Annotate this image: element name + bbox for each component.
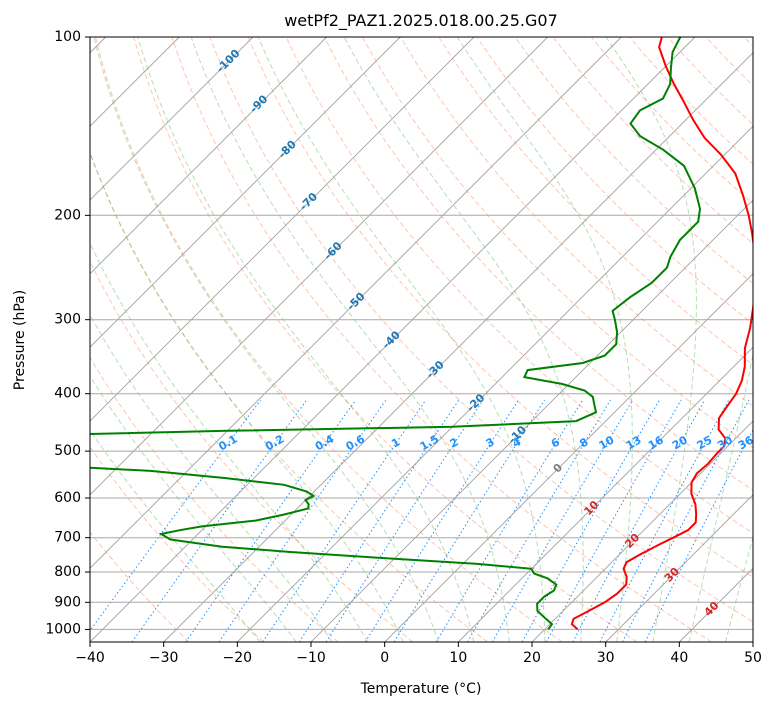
mixing-ratio-line bbox=[393, 399, 546, 642]
isotherm-line bbox=[90, 37, 549, 496]
moist-adiabat-line bbox=[90, 151, 404, 642]
y-tick-label: 600 bbox=[54, 490, 81, 506]
x-tick-label: 40 bbox=[670, 650, 688, 666]
moist-adiabat-line bbox=[257, 37, 546, 642]
dry-adiabat-line bbox=[133, 37, 638, 642]
moist-adiabat-line bbox=[90, 313, 333, 642]
moist-adiabat-line bbox=[688, 352, 753, 642]
y-tick-label: 400 bbox=[54, 386, 81, 402]
isotherm-line bbox=[531, 420, 753, 642]
isotherm-line bbox=[90, 37, 401, 348]
x-tick-label: 20 bbox=[523, 650, 541, 666]
mixing-ratio-line bbox=[435, 399, 584, 642]
isotherm-line bbox=[236, 125, 753, 642]
isotherm-line bbox=[90, 37, 475, 422]
dry-adiabat-line bbox=[323, 37, 753, 491]
mixing-ratio-line bbox=[621, 399, 750, 642]
dry-adiabat-line bbox=[90, 151, 488, 642]
mixing-ratio-line bbox=[218, 399, 387, 642]
dry-adiabat-line bbox=[476, 37, 753, 325]
x-tick-label: 0 bbox=[380, 650, 389, 666]
mixing-ratio-line bbox=[298, 399, 460, 642]
moist-adiabat-line bbox=[725, 535, 753, 642]
plot-frame bbox=[89, 36, 754, 643]
dry-adiabat-line bbox=[95, 37, 563, 642]
dry-adiabat-line bbox=[438, 37, 753, 366]
x-tick-label: 10 bbox=[449, 650, 467, 666]
mixing-ratio-line bbox=[491, 399, 634, 642]
dry-adiabat-line bbox=[552, 37, 753, 245]
isotherm-line bbox=[90, 37, 622, 569]
dry-adiabat-line bbox=[285, 37, 753, 534]
dry-adiabat-line bbox=[90, 260, 414, 642]
moist-adiabat-line bbox=[190, 37, 510, 642]
chart-title: wetPf2_PAZ1.2025.018.00.25.G07 bbox=[284, 11, 558, 31]
x-tick-label: 30 bbox=[597, 650, 615, 666]
y-tick-label: 900 bbox=[54, 594, 81, 610]
x-axis-label: Temperature (°C) bbox=[360, 681, 482, 697]
y-tick-label: 700 bbox=[54, 530, 81, 546]
x-tick-label: −20 bbox=[223, 650, 253, 666]
grid-lines bbox=[90, 37, 753, 642]
x-tick-label: −40 bbox=[75, 650, 105, 666]
dry-adiabat-line bbox=[90, 531, 190, 642]
x-tick-label: −10 bbox=[296, 650, 326, 666]
y-tick-label: 800 bbox=[54, 564, 81, 580]
mixing-ratio-line bbox=[325, 399, 484, 642]
mixing-ratio-line bbox=[599, 399, 730, 642]
dewpoint-trace bbox=[90, 37, 702, 630]
x-tick-label: 50 bbox=[744, 650, 762, 666]
dry-adiabat-line bbox=[247, 37, 753, 578]
mixing-ratio-line bbox=[572, 399, 706, 642]
dry-adiabat-line bbox=[209, 37, 753, 623]
y-tick-label: 1000 bbox=[45, 621, 81, 637]
mixing-ratio-line bbox=[262, 399, 427, 642]
background-lines bbox=[90, 37, 753, 642]
moist-adiabat-line bbox=[93, 37, 439, 642]
temperature-trace bbox=[570, 37, 753, 631]
isotherm-line bbox=[163, 52, 753, 642]
moist-adiabat-line bbox=[605, 37, 697, 642]
axis-ticks: −40 −30 −20 −10 0 10 20 30 40 50 1000 900 800 700 600 5… bbox=[45, 29, 762, 666]
isotherm-line bbox=[605, 494, 753, 642]
isotherm-line bbox=[310, 199, 753, 642]
x-tick-label: −30 bbox=[149, 650, 179, 666]
y-axis-label: Pressure (hPa) bbox=[12, 290, 28, 390]
mixing-ratio-line bbox=[644, 429, 753, 642]
isotherm-line bbox=[90, 37, 328, 275]
dry-adiabat-line bbox=[590, 37, 753, 205]
isotherm-line bbox=[90, 37, 696, 642]
moist-adiabat-line bbox=[343, 37, 584, 642]
y-tick-label: 200 bbox=[54, 207, 81, 223]
isotherm-line bbox=[90, 37, 254, 201]
mixing-ratio-line bbox=[185, 399, 357, 642]
dry-adiabat-line bbox=[171, 37, 712, 642]
sounding-traces bbox=[90, 37, 753, 631]
isotherm-line bbox=[457, 346, 753, 642]
mixing-ratio-line bbox=[131, 399, 308, 642]
dry-adiabat-line bbox=[90, 356, 339, 642]
y-tick-label: 300 bbox=[54, 312, 81, 328]
moist-adiabat-line bbox=[90, 375, 297, 642]
moist-adiabat-line bbox=[456, 37, 633, 642]
dry-adiabat-line bbox=[400, 37, 753, 407]
isotherm-line bbox=[384, 273, 753, 642]
y-tick-label: 100 bbox=[54, 29, 81, 45]
y-tick-label: 500 bbox=[54, 443, 81, 459]
